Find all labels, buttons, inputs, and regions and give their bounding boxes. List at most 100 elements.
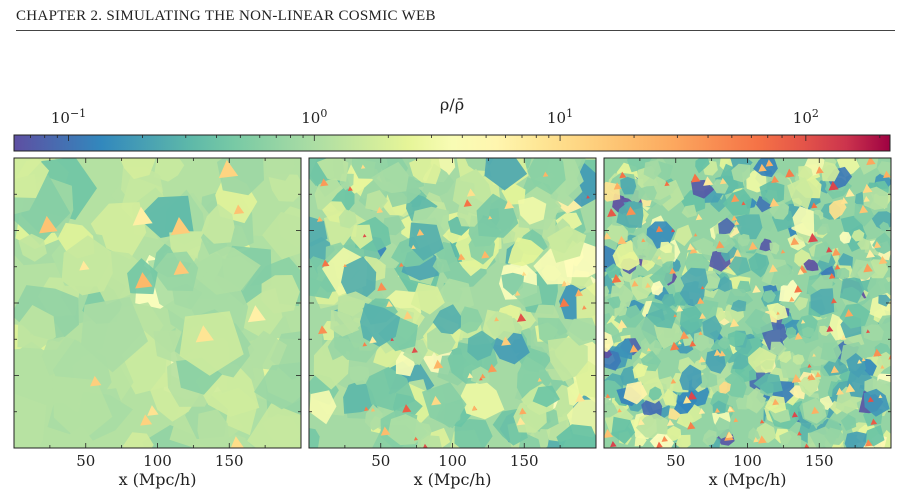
density-cell bbox=[785, 326, 797, 339]
density-cell bbox=[350, 224, 373, 249]
overdensity-spot bbox=[693, 233, 698, 237]
density-cell bbox=[247, 403, 301, 448]
colorbar-gradient bbox=[13, 134, 891, 152]
density-cell bbox=[791, 206, 815, 238]
density-cell bbox=[518, 310, 536, 331]
overdensity-spot bbox=[780, 249, 786, 254]
x-tick-label: 50 bbox=[76, 452, 95, 470]
overdensity-spot bbox=[831, 297, 837, 304]
overdensity-spot bbox=[411, 244, 416, 250]
density-cell bbox=[662, 261, 674, 273]
overdensity-spot bbox=[364, 406, 369, 411]
overdensity-spot bbox=[380, 426, 391, 436]
density-cell bbox=[638, 185, 657, 201]
density-cell bbox=[14, 158, 50, 198]
overdensity-spot bbox=[79, 260, 90, 271]
density-cell bbox=[651, 280, 664, 296]
overdensity-spot bbox=[769, 197, 780, 207]
density-cell bbox=[878, 315, 891, 332]
overdensity-spot bbox=[218, 159, 239, 179]
overdensity-spot bbox=[466, 188, 476, 197]
density-cell bbox=[838, 253, 853, 270]
density-cell bbox=[770, 264, 796, 286]
overdensity-spot bbox=[808, 232, 819, 243]
overdensity-spot bbox=[39, 215, 58, 234]
density-cell bbox=[507, 237, 544, 267]
density-cell bbox=[338, 209, 357, 229]
overdensity-spot bbox=[689, 340, 697, 347]
overdensity-spot bbox=[655, 225, 664, 233]
overdensity-spot bbox=[797, 431, 802, 436]
overdensity-spot bbox=[377, 282, 387, 292]
overdensity-spot bbox=[828, 181, 839, 191]
density-cell bbox=[770, 341, 787, 356]
overdensity-spot bbox=[607, 208, 617, 217]
overdensity-spot bbox=[731, 194, 740, 203]
density-cell bbox=[261, 275, 300, 314]
overdensity-spot bbox=[859, 204, 869, 214]
density-cell bbox=[264, 158, 295, 181]
density-cell bbox=[262, 211, 301, 260]
density-cell bbox=[632, 232, 658, 261]
density-cell bbox=[309, 390, 337, 425]
overdensity-spot bbox=[362, 233, 367, 238]
overdensity-spot bbox=[320, 178, 329, 187]
overdensity-spot bbox=[565, 280, 571, 286]
overdensity-spot bbox=[501, 336, 511, 346]
colorbar-tick-label: 102 bbox=[793, 107, 819, 127]
density-cell bbox=[851, 229, 865, 242]
density-cell bbox=[762, 290, 776, 303]
overdensity-spot bbox=[670, 341, 680, 351]
density-cell bbox=[268, 174, 301, 202]
density-cell bbox=[484, 158, 528, 191]
density-cell bbox=[718, 217, 736, 235]
density-cell bbox=[632, 363, 648, 379]
overdensity-spot bbox=[845, 383, 856, 393]
overdensity-spot bbox=[771, 175, 780, 183]
overdensity-spot bbox=[758, 163, 767, 172]
overdensity-spot bbox=[369, 336, 377, 344]
density-cell bbox=[81, 296, 148, 373]
overdensity-spot bbox=[729, 318, 740, 328]
density-cell bbox=[748, 427, 761, 442]
density-cell bbox=[420, 435, 442, 448]
density-cell bbox=[802, 326, 814, 338]
overdensity-spot bbox=[758, 435, 767, 444]
overdensity-spot bbox=[247, 305, 266, 323]
density-cell bbox=[648, 386, 662, 401]
density-cell bbox=[646, 301, 678, 329]
overdensity-spot bbox=[811, 406, 820, 415]
overdensity-spot bbox=[861, 357, 866, 362]
overdensity-spot bbox=[664, 181, 670, 187]
overdensity-spot bbox=[343, 263, 347, 268]
x-axis-label: x (Mpc/h) bbox=[414, 470, 492, 489]
overdensity-spot bbox=[797, 268, 805, 275]
overdensity-spot bbox=[689, 246, 698, 254]
overdensity-spot bbox=[815, 166, 824, 174]
colorbar-label: ρ/ρ̄ bbox=[440, 95, 464, 114]
overdensity-spot bbox=[878, 255, 888, 265]
overdensity-spot bbox=[765, 159, 774, 167]
density-cell bbox=[576, 281, 596, 327]
x-tick-label: 50 bbox=[666, 452, 685, 470]
density-cell bbox=[201, 204, 235, 244]
density-cell bbox=[849, 259, 875, 281]
overdensity-spot bbox=[748, 241, 758, 251]
overdensity-spot bbox=[864, 439, 873, 447]
density-cell bbox=[623, 381, 648, 405]
density-cell bbox=[330, 309, 360, 337]
overdensity-spot bbox=[669, 267, 677, 275]
overdensity-spot bbox=[514, 290, 521, 296]
density-field bbox=[309, 158, 596, 448]
overdensity-spot bbox=[873, 241, 882, 249]
density-cell bbox=[702, 429, 717, 446]
overdensity-spot bbox=[433, 359, 444, 369]
x-tick-label: 50 bbox=[371, 452, 390, 470]
overdensity-spot bbox=[575, 289, 584, 297]
overdensity-spot bbox=[132, 206, 153, 226]
overdensity-spot bbox=[714, 407, 721, 413]
density-cell bbox=[863, 388, 890, 417]
overdensity-spot bbox=[347, 186, 353, 192]
density-cell bbox=[432, 258, 451, 274]
density-cell bbox=[732, 353, 749, 370]
